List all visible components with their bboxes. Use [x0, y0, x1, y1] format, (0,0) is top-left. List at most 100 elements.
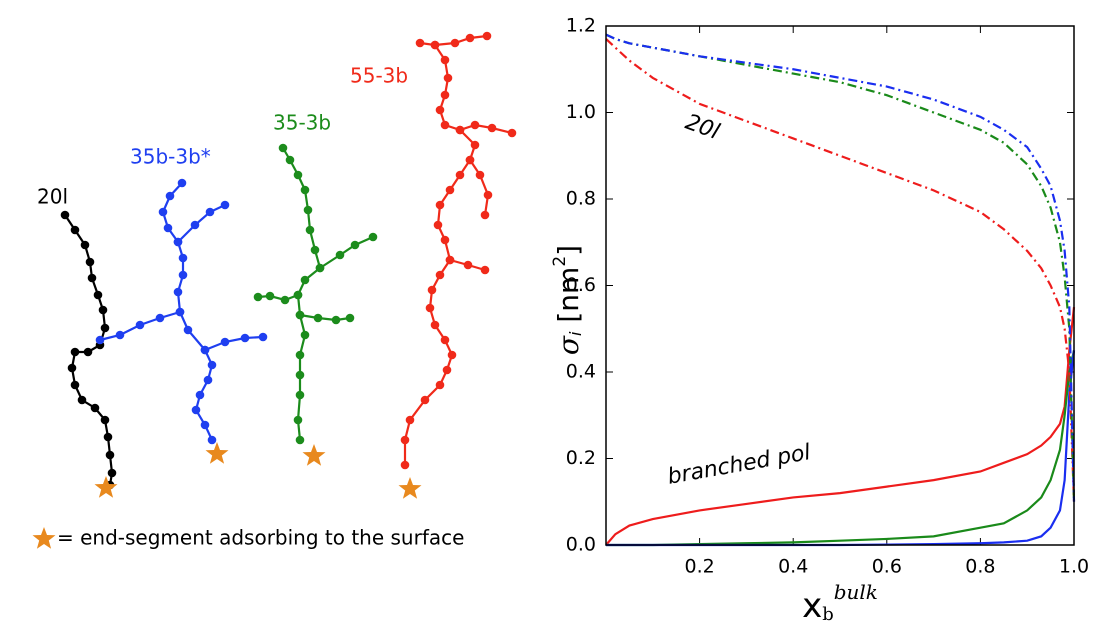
- bead: [90, 403, 100, 413]
- chain-label: 35b-3b*: [130, 145, 211, 169]
- bead: [295, 435, 305, 445]
- bead: [368, 232, 378, 242]
- chain: [434, 34, 488, 47]
- bead: [165, 191, 175, 201]
- bead: [443, 73, 453, 83]
- bead: [433, 220, 443, 230]
- bead: [435, 270, 445, 280]
- bead: [95, 335, 105, 345]
- bead: [190, 220, 200, 230]
- bead: [440, 55, 450, 65]
- bead: [295, 310, 305, 320]
- bead: [463, 260, 473, 270]
- bead: [305, 225, 315, 235]
- bead: [200, 345, 210, 355]
- bead: [70, 380, 80, 390]
- x-axis-label: xbbulk: [802, 580, 878, 626]
- bead: [465, 155, 475, 165]
- bead: [447, 350, 457, 360]
- legend-text: = end-segment adsorbing to the surface: [57, 526, 464, 550]
- bead: [427, 285, 437, 295]
- bead: [253, 292, 263, 302]
- bead: [183, 325, 193, 335]
- bead: [480, 265, 490, 275]
- bead: [158, 207, 168, 217]
- y-tick-label: 0.6: [566, 274, 596, 296]
- chain-label: 35-3b: [273, 111, 331, 135]
- star: [205, 442, 229, 464]
- chain: [204, 335, 264, 352]
- bead: [293, 170, 303, 180]
- bead: [265, 291, 275, 301]
- y-tick-label: 1.0: [566, 101, 596, 123]
- bead: [207, 435, 217, 445]
- bead: [205, 207, 215, 217]
- x-tick-label: 0.2: [684, 556, 714, 578]
- bead: [295, 350, 305, 360]
- legend-star: [32, 527, 56, 549]
- bead: [85, 257, 95, 267]
- bead: [430, 40, 440, 50]
- bead: [400, 435, 410, 445]
- bead: [470, 120, 480, 130]
- bead: [278, 143, 288, 153]
- bead: [70, 225, 80, 235]
- bead: [220, 337, 230, 347]
- bead: [445, 185, 455, 195]
- bead: [107, 468, 117, 478]
- y-axis-label: σi [nm2]: [550, 245, 585, 355]
- bead: [155, 313, 165, 323]
- bead: [200, 420, 210, 430]
- bead: [415, 38, 425, 48]
- bead: [115, 330, 125, 340]
- bead: [300, 330, 310, 340]
- label-part: ]: [552, 245, 585, 256]
- bead: [178, 270, 188, 280]
- x-tick-label: 1.0: [1059, 556, 1089, 578]
- bead: [203, 375, 213, 385]
- bead: [435, 380, 445, 390]
- star: [94, 476, 118, 498]
- bead: [178, 253, 188, 263]
- chain-label: 55-3b: [350, 64, 408, 88]
- chain: [161, 182, 214, 441]
- bead: [67, 363, 77, 373]
- bead: [435, 105, 445, 115]
- label-part: b: [822, 604, 834, 625]
- polymer-diagram: [60, 31, 517, 490]
- bead: [295, 390, 305, 400]
- star: [302, 444, 326, 466]
- bead: [163, 223, 173, 233]
- bead: [405, 415, 415, 425]
- bead: [220, 200, 230, 210]
- bead: [77, 395, 87, 405]
- label-part: σ: [552, 335, 585, 355]
- bead: [258, 332, 268, 342]
- bead: [177, 178, 187, 188]
- bead: [100, 415, 110, 425]
- chain: [257, 293, 299, 302]
- x-tick-label: 0.8: [965, 556, 995, 578]
- bead: [173, 287, 183, 297]
- bead: [425, 303, 435, 313]
- chain: [469, 159, 490, 216]
- bead: [350, 240, 360, 250]
- bead: [331, 315, 341, 325]
- bead: [445, 255, 455, 265]
- bead: [440, 90, 450, 100]
- y-tick-label: 1.2: [566, 15, 596, 37]
- series-line: [605, 307, 1076, 546]
- series-line: [605, 33, 1076, 502]
- bead: [507, 128, 517, 138]
- bead: [345, 313, 355, 323]
- bead: [420, 395, 430, 405]
- bead: [487, 123, 497, 133]
- bead: [293, 290, 303, 300]
- bead: [303, 205, 313, 215]
- bead: [135, 320, 145, 330]
- bead: [482, 31, 492, 41]
- label-part: x: [802, 586, 822, 626]
- annotation: branched pol: [666, 440, 813, 490]
- bead: [435, 200, 445, 210]
- bead: [103, 432, 113, 442]
